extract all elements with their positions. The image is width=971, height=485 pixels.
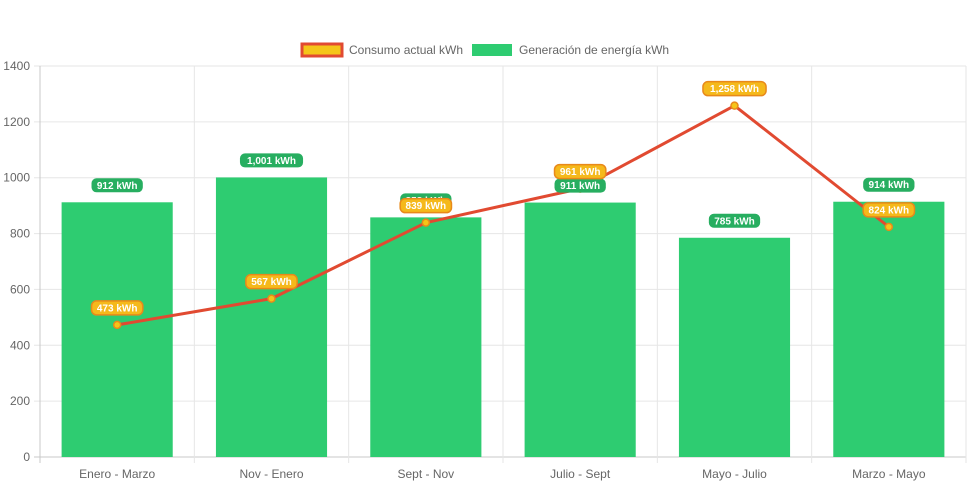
x-tick-label: Enero - Marzo (79, 467, 155, 481)
legend: Consumo actual kWh Generación de energía … (300, 42, 669, 58)
y-tick-label: 1000 (3, 171, 30, 185)
x-tick-label: Sept - Nov (397, 467, 454, 481)
grid (34, 65, 967, 463)
y-tick-label: 400 (10, 338, 30, 352)
legend-label: Generación de energía kWh (519, 43, 669, 57)
y-tick-label: 1200 (3, 115, 30, 129)
bar-series (61, 177, 945, 457)
bar-data-label-bg (91, 178, 143, 193)
line-data-label: 961 kWh (553, 163, 607, 180)
bar (61, 202, 173, 457)
bar-data-label-text: 911 kWh (560, 181, 600, 192)
bar-data-label: 912 kWh (91, 178, 143, 193)
line-data-label: 473 kWh (90, 300, 144, 316)
line-data-label-text: 824 kWh (869, 205, 910, 216)
bar-data-label-text: 912 kWh (97, 181, 138, 192)
line-data-label-text: 473 kWh (97, 303, 138, 314)
y-tick-label: 200 (10, 394, 30, 408)
x-tick-label: Nov - Enero (239, 467, 303, 481)
line-data-label: 839 kWh (399, 197, 453, 214)
legend-swatch (300, 42, 344, 58)
line-data-label: 824 kWh (862, 202, 916, 218)
y-tick-label: 600 (10, 282, 30, 296)
line-data-label: 1,258 kWh (702, 80, 767, 97)
line-point (112, 320, 122, 330)
bar-data-label-text: 785 kWh (714, 216, 755, 227)
bar-data-label-text: 914 kWh (869, 180, 910, 191)
bar-data-label: 911 kWh (554, 178, 606, 193)
bar-data-label: 785 kWh (708, 213, 761, 228)
bar (833, 201, 945, 457)
bar-data-label-bg (239, 153, 304, 168)
legend-item-generacion: Generación de energía kWh (472, 43, 669, 57)
line-data-label-bg (702, 80, 767, 97)
bar-data-label-text: 1,001 kWh (247, 156, 296, 167)
line-data-label-bg (245, 273, 298, 290)
x-tick-label: Marzo - Mayo (852, 467, 926, 481)
line-data-label-bg (399, 197, 453, 214)
y-tick-label: 0 (23, 450, 30, 464)
bar (370, 217, 482, 457)
x-tick-label: Julio - Sept (550, 467, 611, 481)
bar-data-label: 1,001 kWh (239, 153, 304, 168)
bar-data-label-bg (554, 178, 606, 193)
line-series (112, 101, 894, 330)
legend-item-consumo: Consumo actual kWh (300, 42, 463, 58)
line-data-label-bg (553, 163, 607, 180)
legend-label: Consumo actual kWh (349, 43, 463, 57)
line-data-label: 567 kWh (245, 273, 298, 290)
line-data-label-text: 839 kWh (406, 201, 447, 212)
bar (215, 177, 328, 457)
x-tick-label: Mayo - Julio (702, 467, 767, 481)
line-point (884, 222, 894, 232)
y-tick-label: 800 (10, 227, 30, 241)
line-data-label-text: 961 kWh (560, 167, 601, 178)
line-data-label-bg (90, 300, 144, 316)
line-point (421, 218, 431, 227)
line-data-label-text: 567 kWh (251, 277, 292, 288)
line-path (116, 104, 890, 327)
line-data-label-text: 1,258 kWh (710, 84, 759, 95)
line-point (730, 101, 739, 110)
y-tick-label: 1400 (3, 59, 30, 73)
bar (524, 202, 636, 457)
bar (678, 237, 791, 457)
axes: 0 200 400 600 800 1000 1200 1400 Enero - Marzo No… (3, 59, 926, 481)
bar-data-label-bg (863, 177, 915, 192)
bar-data-label: 914 kWh (863, 177, 915, 192)
bar-data-label-bg (708, 213, 761, 228)
legend-swatch (472, 44, 512, 56)
line-data-label-bg (862, 202, 916, 218)
line-point (267, 294, 276, 303)
